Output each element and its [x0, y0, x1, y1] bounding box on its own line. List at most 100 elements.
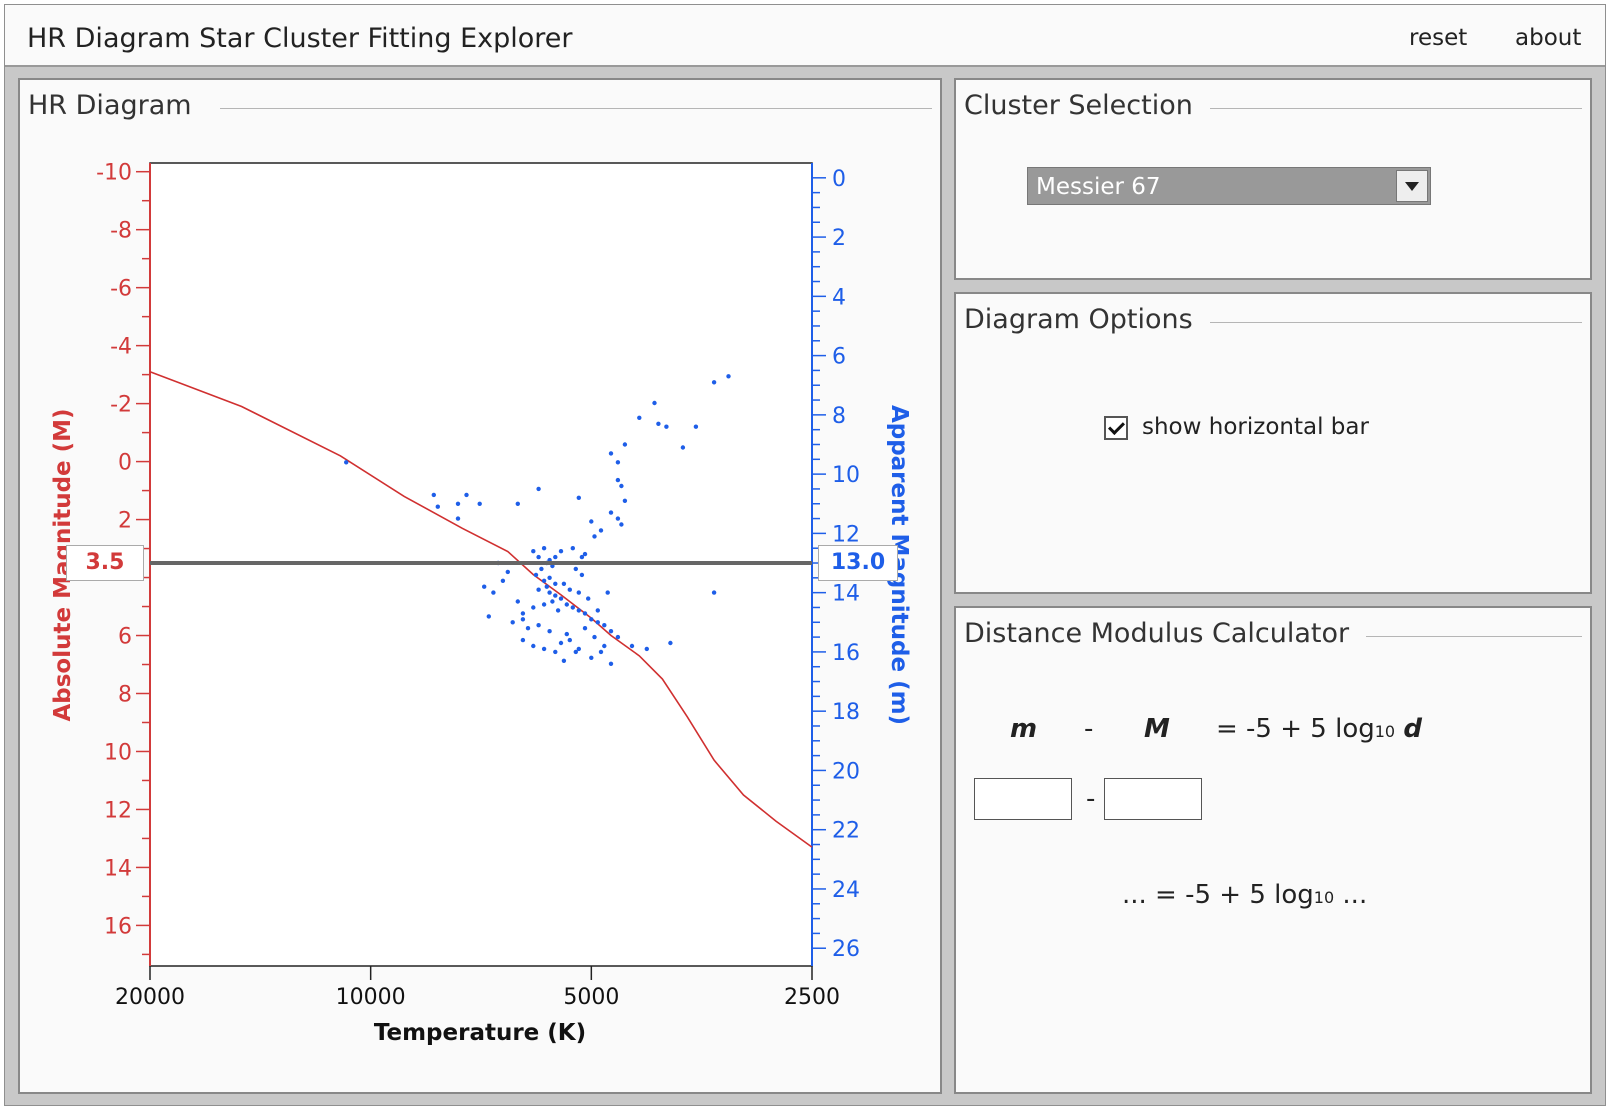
left-tick-label: 0 — [118, 451, 132, 476]
star-point — [477, 501, 482, 506]
star-point — [602, 623, 607, 628]
title-bar: HR Diagram Star Cluster Fitting Explorer… — [5, 5, 1605, 67]
star-point — [589, 617, 594, 622]
options-panel-rule — [1210, 322, 1582, 323]
hr-panel-title: HR Diagram — [28, 90, 202, 121]
star-point — [576, 608, 581, 613]
star-point — [598, 528, 604, 533]
star-point — [656, 421, 661, 426]
left-tick-label: 12 — [104, 798, 132, 823]
star-point — [531, 643, 536, 649]
star-point — [608, 661, 614, 666]
left-tick-label: 14 — [104, 856, 132, 881]
star-point — [536, 623, 541, 628]
calc-input-minus: - — [1086, 784, 1096, 814]
star-point — [619, 483, 624, 489]
star-point — [592, 534, 597, 539]
star-point — [579, 554, 585, 560]
star-point — [435, 504, 440, 509]
left-tick-label: 2 — [118, 509, 132, 534]
cluster-select[interactable]: Messier 67 — [1027, 167, 1431, 205]
diagram-options-panel: Diagram Options — [954, 292, 1592, 594]
right-tick-label: 8 — [832, 404, 846, 429]
absolute-magnitude-input[interactable] — [1104, 778, 1202, 820]
star-point — [582, 551, 588, 557]
star-point — [693, 424, 699, 429]
star-point — [615, 477, 621, 483]
star-point — [550, 599, 555, 604]
star-point — [558, 549, 564, 554]
star-point — [500, 578, 506, 583]
calc-eq-prefix: = -5 + 5 log — [1216, 714, 1375, 744]
star-point — [539, 566, 544, 572]
star-point — [595, 620, 600, 625]
star-point — [595, 608, 600, 613]
star-point — [525, 626, 531, 631]
star-point — [726, 374, 731, 379]
star-point — [567, 587, 572, 592]
calc-d-symbol: d — [1403, 714, 1422, 744]
star-point — [564, 631, 569, 637]
star-point — [553, 593, 558, 598]
right-tick-label: 16 — [832, 641, 860, 666]
left-tick-label: 8 — [118, 683, 132, 708]
right-tick-label: 4 — [832, 285, 846, 310]
left-tick-label: 6 — [118, 625, 132, 650]
about-link[interactable]: about — [1515, 25, 1582, 51]
reset-link[interactable]: reset — [1409, 25, 1468, 51]
star-point — [615, 460, 621, 465]
apparent-magnitude-label[interactable]: 13.0 — [818, 545, 898, 582]
star-point — [564, 602, 569, 607]
calc-result-suffix: ... — [1334, 880, 1368, 910]
x-tick-label: 5000 — [563, 985, 619, 1010]
show-bar-checkbox[interactable] — [1104, 416, 1128, 440]
chevron-down-icon[interactable] — [1396, 170, 1428, 202]
bottom-axis: 20000 10000 5000 2500 — [115, 966, 840, 1010]
star-point — [531, 605, 536, 610]
star-point — [561, 658, 567, 663]
star-point — [541, 602, 547, 607]
star-point — [680, 445, 686, 450]
cluster-panel-rule — [1210, 108, 1582, 109]
apparent-magnitude-input[interactable] — [974, 778, 1072, 820]
app-title: HR Diagram Star Cluster Fitting Explorer — [27, 23, 573, 54]
star-point — [553, 554, 558, 560]
star-point — [455, 516, 461, 521]
left-tick-label: -4 — [110, 335, 132, 360]
star-point — [664, 424, 669, 429]
calc-result: ... = -5 + 5 log10 ... — [1122, 880, 1367, 910]
calc-panel-title: Distance Modulus Calculator — [964, 618, 1360, 649]
star-point — [592, 634, 597, 640]
star-point — [541, 546, 547, 551]
star-point — [491, 590, 496, 595]
show-bar-label[interactable]: show horizontal bar — [1142, 414, 1369, 440]
x-tick-label: 10000 — [336, 985, 406, 1010]
star-point — [637, 415, 642, 420]
hr-panel-rule — [220, 108, 932, 109]
star-point — [608, 629, 614, 634]
calc-eq-sub: 10 — [1374, 722, 1396, 741]
star-point — [558, 596, 564, 601]
star-point — [573, 566, 578, 572]
distance-modulus-panel: Distance Modulus Calculator — [954, 606, 1592, 1094]
star-point — [622, 498, 628, 503]
star-point — [553, 581, 558, 586]
right-tick-label: 24 — [832, 878, 860, 903]
star-point — [515, 599, 520, 604]
star-point — [589, 655, 594, 660]
left-tick-label: -8 — [110, 219, 132, 244]
star-point — [576, 495, 581, 500]
absolute-magnitude-label[interactable]: 3.5 — [66, 545, 144, 582]
star-point — [510, 620, 515, 625]
left-tick-label: -6 — [110, 277, 132, 302]
star-point — [482, 584, 487, 589]
star-point — [455, 501, 461, 506]
star-point — [615, 634, 621, 640]
star-point — [652, 400, 657, 406]
star-point — [536, 486, 541, 492]
star-point — [520, 611, 526, 616]
star-point — [520, 617, 526, 622]
star-point — [464, 492, 469, 498]
